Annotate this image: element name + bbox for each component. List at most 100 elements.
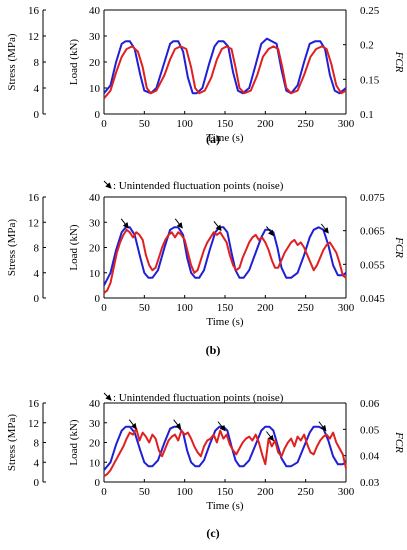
x-tick-label: 50 — [139, 118, 151, 130]
x-tick-label: 250 — [297, 486, 314, 498]
stress-axis-title: Stress (MPa) — [6, 33, 18, 90]
load-tick-label: 20 — [89, 243, 101, 255]
right-tick-label: 0.2 — [360, 40, 374, 52]
load-tick-label: 10 — [89, 268, 101, 280]
stress-tick-label: 4 — [34, 268, 40, 280]
x-tick-label: 200 — [257, 118, 274, 130]
stress-tick-label: 12 — [28, 217, 39, 229]
x-tick-label: 300 — [338, 118, 355, 130]
chart-panel-1: 0 50 100 150 200 250 300 0 10 20 30 40 0 4 8 12 16 0.1 0.1… — [6, 5, 405, 146]
stress-tick-label: 4 — [34, 457, 40, 469]
x-tick-label: 0 — [101, 302, 107, 314]
right-tick-label: 0.15 — [360, 74, 380, 86]
x-tick-label: 150 — [217, 118, 234, 130]
load-tick-label: 0 — [95, 109, 101, 121]
x-axis-title: Time (s) — [206, 316, 244, 328]
panel-label: (c) — [206, 526, 219, 540]
stress-tick-label: 16 — [28, 192, 40, 204]
panel-label: (a) — [206, 132, 220, 146]
noise-arrow-icon — [213, 221, 222, 232]
x-tick-label: 50 — [139, 302, 151, 314]
series-line-blue — [103, 37, 347, 95]
right-tick-label: 0.1 — [360, 109, 374, 121]
right-tick-label: 0.075 — [360, 192, 385, 204]
load-tick-label: 30 — [89, 31, 101, 43]
fcr-axis-title: FCR — [393, 236, 405, 258]
x-tick-label: 50 — [139, 486, 151, 498]
stress-tick-label: 12 — [28, 31, 39, 43]
series-line-red — [103, 45, 347, 100]
noise-arrow-icon — [128, 419, 137, 430]
annotation-legend-text: : Unintended fluctuation points (noise) — [113, 392, 284, 404]
x-tick-label: 100 — [176, 486, 193, 498]
right-tick-label: 0.05 — [360, 424, 380, 436]
right-tick-label: 0.04 — [360, 451, 380, 463]
load-tick-label: 10 — [89, 83, 101, 95]
x-tick-label: 300 — [338, 302, 355, 314]
stress-tick-label: 0 — [34, 477, 40, 489]
x-tick-label: 300 — [338, 486, 355, 498]
x-axis-title: Time (s) — [206, 500, 244, 512]
noise-arrow-icon — [266, 226, 275, 237]
x-tick-label: 100 — [176, 118, 193, 130]
load-tick-label: 0 — [95, 477, 101, 489]
x-tick-label: 0 — [101, 118, 107, 130]
load-tick-label: 40 — [89, 192, 101, 204]
series-line-blue — [103, 226, 347, 286]
load-tick-label: 40 — [89, 5, 101, 17]
noise-arrow-icon — [174, 218, 183, 229]
stress-tick-label: 8 — [34, 243, 40, 255]
right-tick-label: 0.055 — [360, 259, 385, 271]
load-tick-label: 0 — [95, 293, 101, 305]
legend-arrow-icon — [103, 180, 112, 189]
stress-tick-label: 12 — [28, 418, 39, 430]
fcr-axis-title: FCR — [393, 431, 405, 453]
legend-arrow-icon — [103, 392, 112, 401]
x-axis-title: Time (s) — [206, 132, 244, 144]
load-tick-label: 20 — [89, 57, 101, 69]
stress-tick-label: 16 — [28, 398, 40, 410]
stress-tick-label: 0 — [34, 109, 40, 121]
stress-tick-label: 16 — [28, 5, 40, 17]
chart-panel-2: 0 50 100 150 200 250 300 0 10 20 30 40 0 4 8 12 16 0.045 0… — [6, 180, 405, 357]
load-tick-label: 30 — [89, 217, 101, 229]
load-tick-label: 20 — [89, 438, 101, 450]
right-tick-label: 0.065 — [360, 226, 385, 238]
x-tick-label: 250 — [297, 302, 314, 314]
x-tick-label: 150 — [217, 302, 234, 314]
stress-tick-label: 8 — [34, 438, 40, 450]
stress-axis-title: Stress (MPa) — [6, 414, 18, 471]
load-tick-label: 30 — [89, 418, 101, 430]
right-tick-label: 0.25 — [360, 5, 380, 17]
panel-label: (b) — [206, 343, 221, 357]
right-tick-label: 0.06 — [360, 398, 380, 410]
panels: 0 50 100 150 200 250 30001020304004812160.10.1… — [6, 5, 405, 540]
chart-panel-3: 0 50 100 150 200 250 300 0 10 20 30 40 0 4 8 12 16 0.03 0.… — [6, 392, 405, 540]
x-tick-label: 100 — [176, 302, 193, 314]
right-tick-label: 0.03 — [360, 477, 380, 489]
load-axis-title: Load (kN) — [68, 224, 80, 270]
right-tick-label: 0.045 — [360, 293, 385, 305]
noise-arrow-icon — [120, 218, 129, 229]
annotation-legend-text: : Unintended fluctuation points (noise) — [113, 180, 284, 192]
noise-arrow-icon — [320, 223, 329, 234]
x-tick-label: 150 — [217, 486, 234, 498]
series-line-red — [103, 427, 347, 477]
stress-axis-title: Stress (MPa) — [6, 219, 18, 276]
load-axis-title: Load (kN) — [68, 419, 80, 465]
noise-arrow-icon — [173, 419, 182, 430]
x-tick-label: 250 — [297, 118, 314, 130]
series-line-red — [103, 228, 347, 294]
load-axis-title: Load (kN) — [68, 39, 80, 85]
stress-tick-label: 0 — [34, 293, 40, 305]
noise-arrow-icon — [266, 431, 275, 442]
x-tick-label: 0 — [101, 486, 107, 498]
noise-arrow-icon — [217, 421, 226, 432]
x-tick-label: 200 — [257, 302, 274, 314]
stress-tick-label: 4 — [34, 83, 40, 95]
noise-arrow-icon — [318, 421, 327, 432]
x-tick-label: 200 — [257, 486, 274, 498]
fcr-axis-title: FCR — [393, 51, 405, 73]
stress-tick-label: 8 — [34, 57, 40, 69]
